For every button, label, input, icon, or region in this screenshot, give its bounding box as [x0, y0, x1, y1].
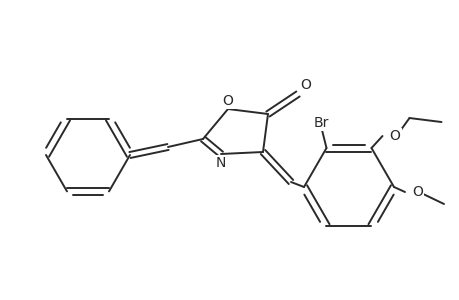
Text: N: N: [215, 156, 226, 170]
Text: O: O: [411, 185, 422, 199]
Text: O: O: [299, 78, 310, 92]
Text: O: O: [222, 94, 233, 108]
Text: Br: Br: [313, 116, 329, 130]
Text: O: O: [389, 129, 399, 143]
